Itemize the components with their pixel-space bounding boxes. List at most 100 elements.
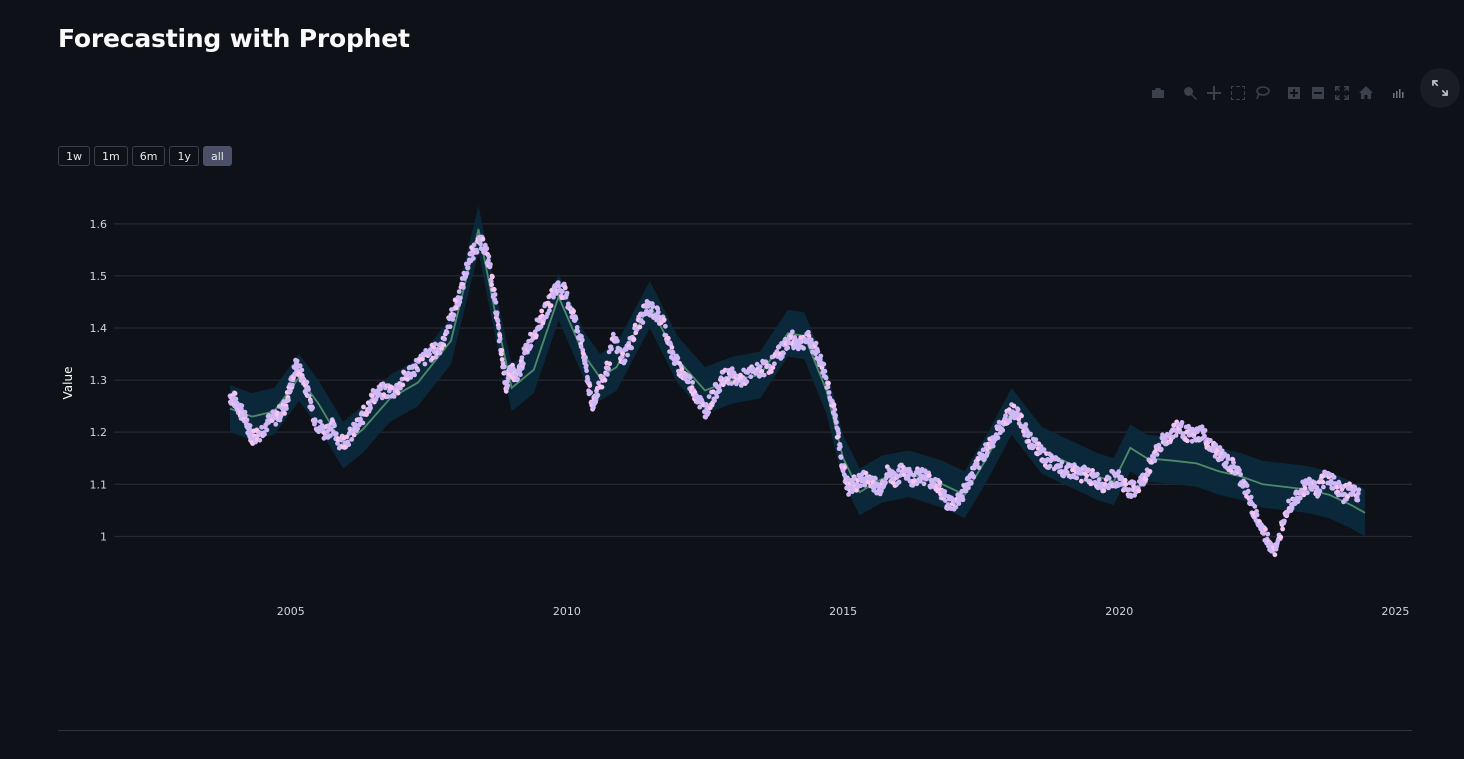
data-point [1058,463,1064,469]
autoscale-icon[interactable] [1330,82,1354,104]
data-point [1312,480,1318,486]
data-point [1202,428,1208,433]
range-button-1y[interactable]: 1y [169,146,199,166]
data-point [984,450,990,455]
data-point [244,417,250,423]
data-point [464,271,470,276]
data-point [247,434,253,439]
data-point [435,346,440,352]
data-point [1199,424,1205,430]
data-point [622,358,628,364]
data-point [1101,488,1107,494]
data-point [560,289,565,294]
forecast-trend-line [229,228,1366,514]
data-point [757,364,763,370]
data-point [772,361,777,367]
plotly-logo-icon[interactable] [1386,82,1410,104]
data-point [599,384,605,390]
fullscreen-expand-button[interactable] [1420,68,1460,108]
data-point [370,393,375,399]
lasso-icon[interactable] [1250,82,1274,104]
data-point [412,372,417,378]
data-point [257,437,263,443]
data-point [655,309,661,315]
data-point [571,308,576,314]
data-point [422,361,428,367]
data-point [442,336,447,342]
data-point [313,418,318,424]
data-point [351,432,357,438]
data-point [834,420,839,425]
zoom-out-icon[interactable] [1306,82,1330,104]
data-point [1330,486,1336,491]
data-point [625,352,630,358]
data-point [385,394,391,399]
data-point [1011,403,1017,409]
data-point [310,405,315,411]
data-point [615,338,620,344]
data-point [361,404,366,410]
data-point [1090,468,1095,473]
zoom-icon[interactable] [1178,82,1202,104]
data-point [1252,504,1258,509]
data-point [1245,488,1251,494]
data-point [332,423,337,429]
data-point [1321,484,1326,490]
data-point [963,488,969,494]
data-point [1189,438,1195,444]
data-point [806,333,812,339]
data-point [813,340,819,346]
data-point [499,351,504,357]
data-point [842,465,848,470]
data-point [1154,452,1160,457]
data-point [1289,505,1295,511]
data-point [1003,413,1008,418]
data-point [574,325,580,330]
data-point [720,382,726,388]
range-button-6m[interactable]: 6m [131,146,166,166]
data-point [441,342,447,348]
data-point [1225,456,1231,462]
data-point [703,402,709,407]
camera-icon[interactable] [1146,82,1170,104]
expand-icon [1432,80,1448,96]
data-point [669,345,675,350]
data-point [1023,422,1029,427]
data-point [579,337,585,343]
data-point [1086,467,1091,473]
data-point [1186,423,1191,429]
data-point [1095,471,1100,477]
data-point [243,413,248,419]
range-button-all[interactable]: all [202,146,232,166]
data-point [838,455,844,460]
data-point [1331,474,1337,480]
y-tick-label: 1 [100,530,107,543]
data-point [781,350,786,356]
data-point [968,480,974,486]
range-button-1m[interactable]: 1m [94,146,128,166]
y-tick-label: 1.1 [90,478,108,491]
data-point [862,482,868,488]
data-point [670,349,676,355]
data-point [806,329,811,335]
data-point [471,242,477,248]
data-point [1106,475,1112,481]
data-point [606,366,611,372]
data-point [1238,472,1243,477]
data-point [583,355,588,360]
data-point [1297,495,1303,501]
data-point [595,392,601,398]
zoom-in-icon[interactable] [1282,82,1306,104]
data-point [1202,433,1207,439]
range-button-1w[interactable]: 1w [58,146,90,166]
data-point [826,390,832,395]
data-point [562,285,568,291]
data-point [1173,433,1179,438]
pan-icon[interactable] [1202,82,1226,104]
data-point [1019,413,1024,419]
data-point [457,299,463,305]
home-icon[interactable] [1354,82,1378,104]
data-point [1152,458,1158,464]
data-point [499,348,505,353]
